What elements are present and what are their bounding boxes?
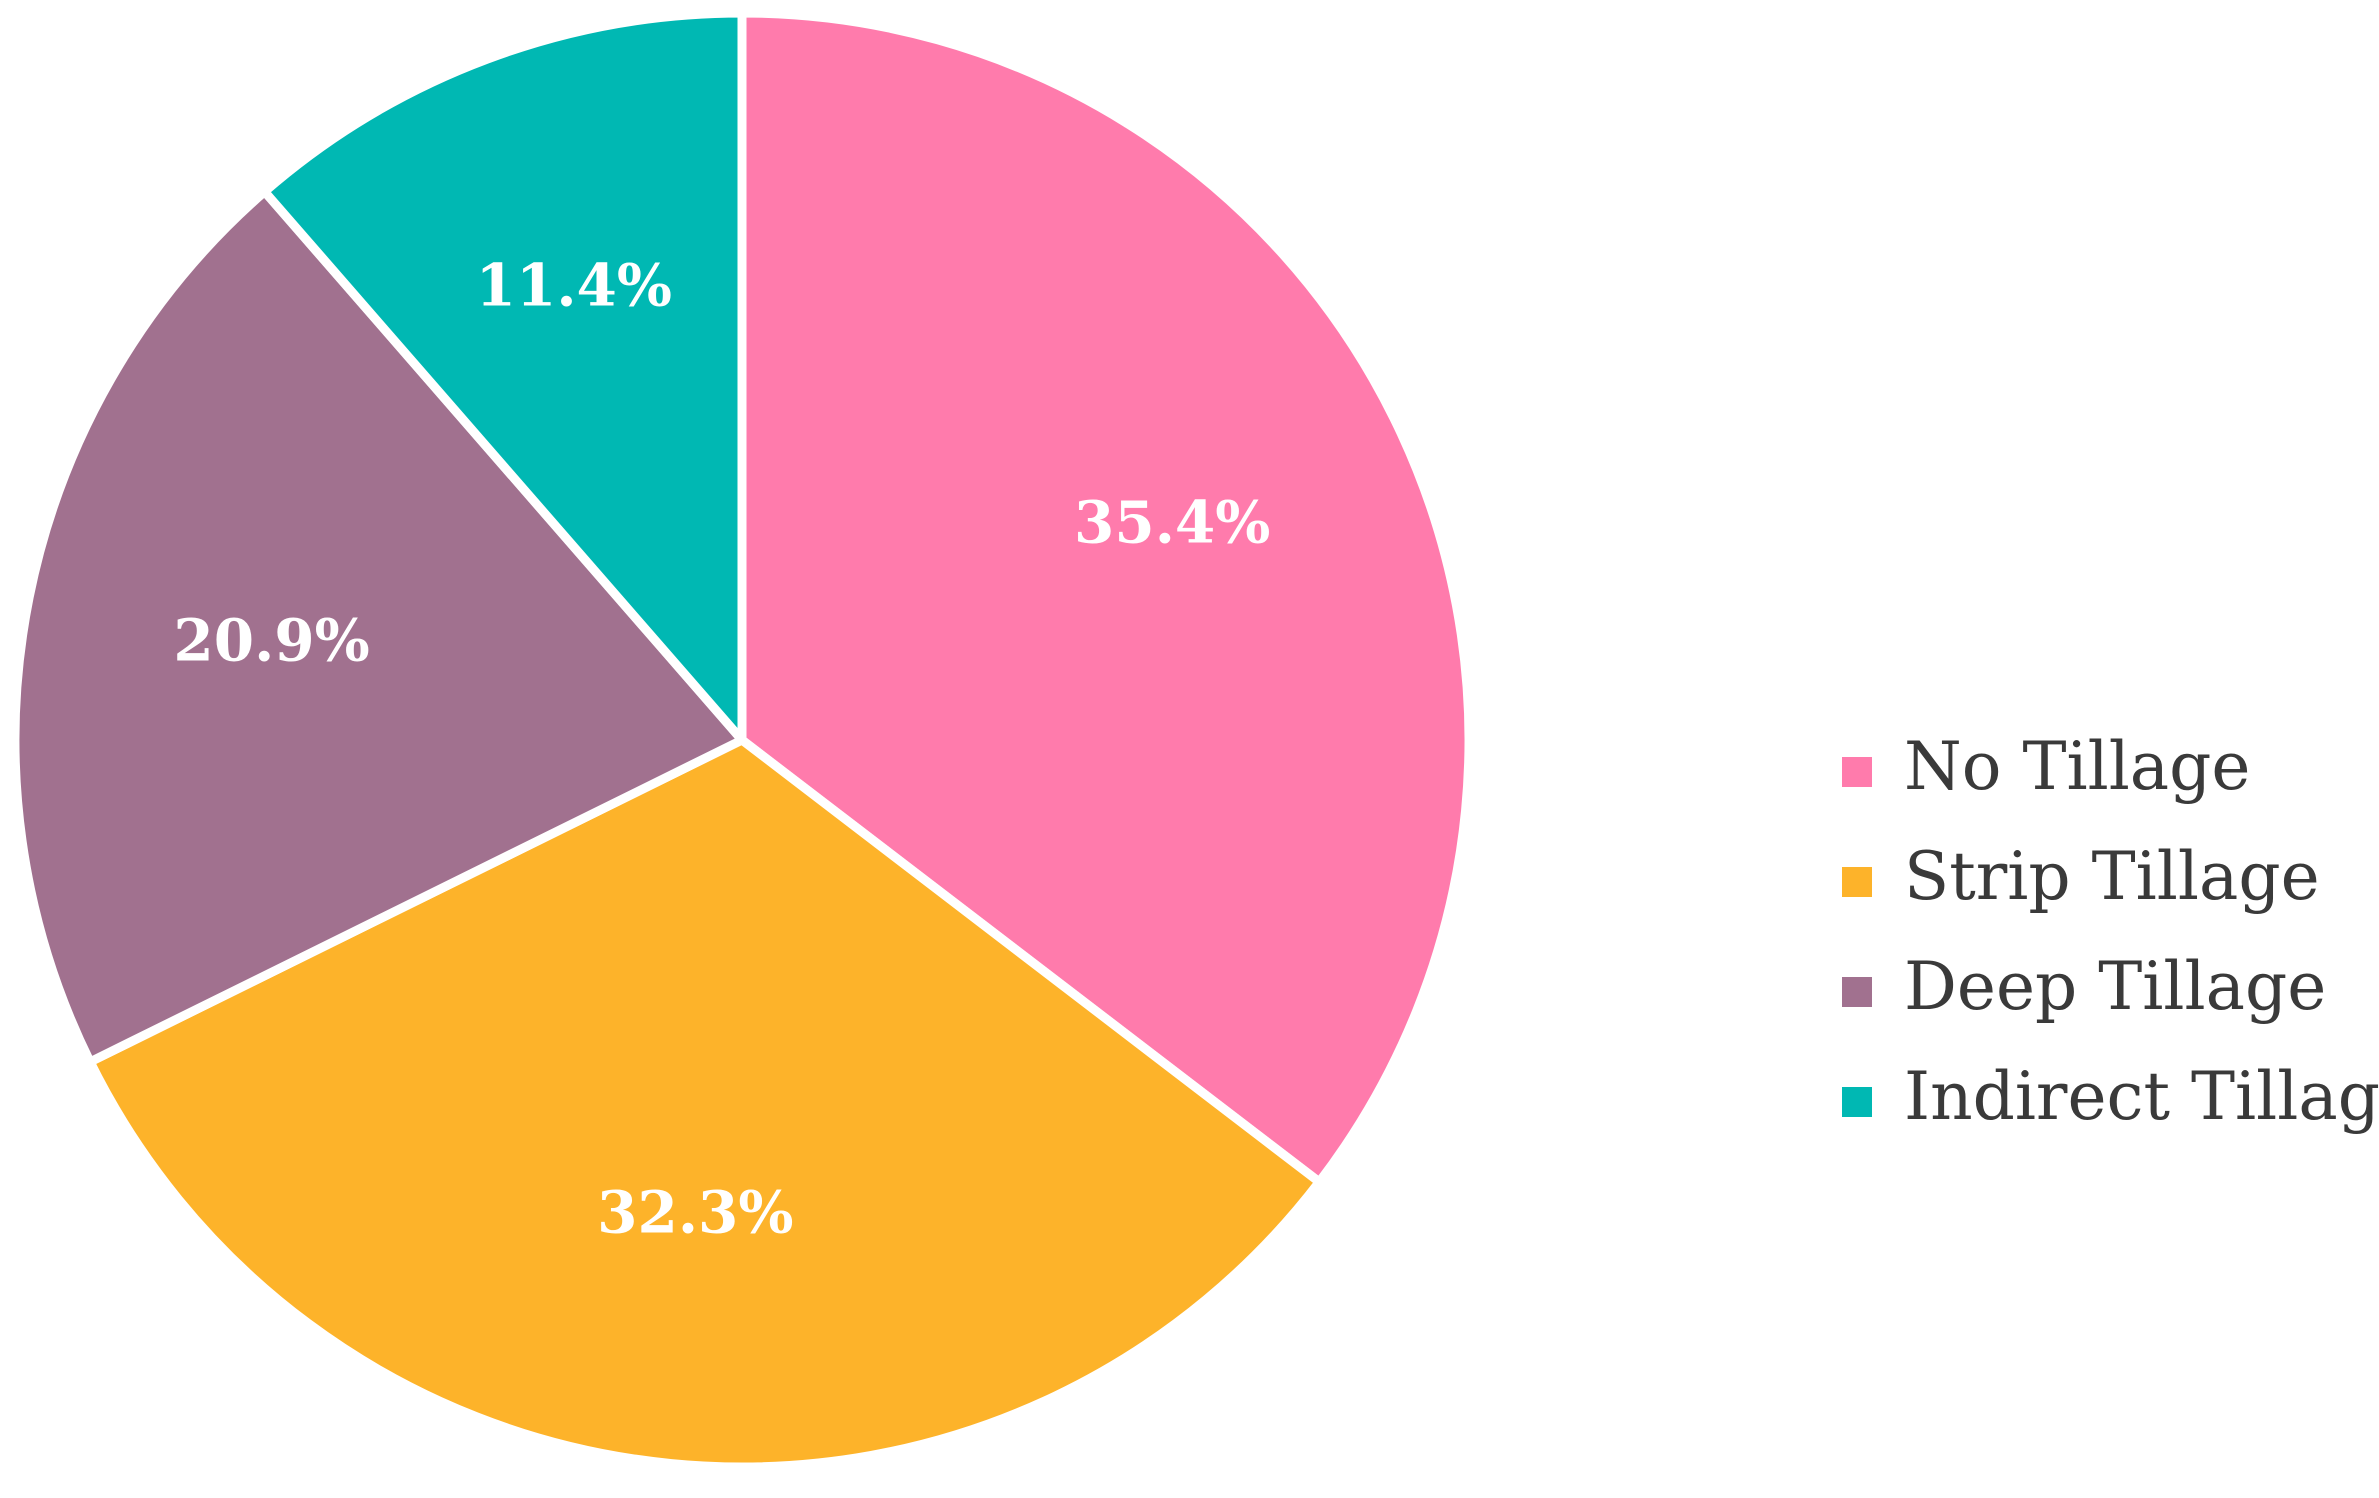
data-label-indirect-tillage: 11.4% [476,252,672,320]
legend-label-indirect-tillage: Indirect Tillage [1904,1058,2379,1135]
legend-label-deep-tillage: Deep Tillage [1904,948,2326,1025]
legend-item-deep-tillage: Deep Tillage [1842,948,2326,1025]
pie-data-labels: 35.4% 32.3% 20.9% 11.4% [173,252,1270,1247]
data-label-strip-tillage: 32.3% [597,1179,793,1247]
pie-slices [10,8,1474,1472]
legend: No Tillage Strip Tillage Deep Tillage Indir… [1842,728,2379,1135]
pie-slice-no-tillage [737,8,1474,1187]
legend-swatch-deep-tillage [1842,977,1872,1007]
legend-label-strip-tillage: Strip Tillage [1904,838,2320,915]
legend-item-indirect-tillage: Indirect Tillage [1842,1058,2379,1135]
pie-slice-strip-tillage [85,735,1324,1472]
data-label-deep-tillage: 20.9% [173,607,369,675]
legend-label-no-tillage: No Tillage [1904,728,2250,805]
legend-swatch-strip-tillage [1842,867,1872,897]
pie-slice-indirect-tillage [260,8,747,745]
data-label-no-tillage: 35.4% [1074,489,1270,557]
legend-item-strip-tillage: Strip Tillage [1842,838,2320,915]
pie-slice-deep-tillage [10,187,747,1067]
legend-item-no-tillage: No Tillage [1842,728,2250,805]
legend-swatch-indirect-tillage [1842,1087,1872,1117]
legend-swatch-no-tillage [1842,757,1872,787]
